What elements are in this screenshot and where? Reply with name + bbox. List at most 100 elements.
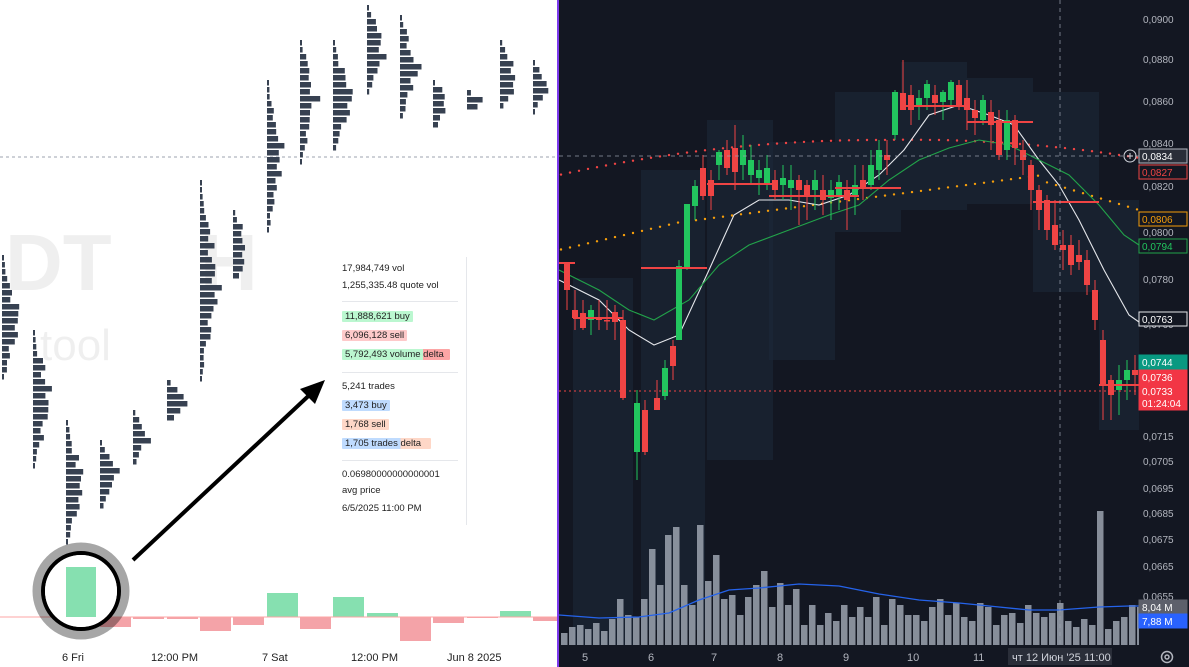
level-dot xyxy=(937,138,941,142)
level-dot xyxy=(1099,151,1103,154)
profile-bar xyxy=(2,325,15,331)
candle-body xyxy=(1020,150,1026,160)
profile-bar xyxy=(133,459,137,465)
profile-bar xyxy=(200,292,215,298)
candle-body xyxy=(924,84,930,98)
level-dot xyxy=(640,229,644,233)
level-dot xyxy=(874,195,878,198)
profile-bar xyxy=(300,96,321,102)
level-dot xyxy=(1054,146,1058,149)
profile-bar xyxy=(400,92,408,98)
profile-bar xyxy=(300,75,309,81)
profile-bar xyxy=(2,360,7,366)
profile-bar xyxy=(533,81,547,87)
time-axis-label: 9 xyxy=(843,652,849,664)
delta-bar xyxy=(100,617,131,627)
volume-bar xyxy=(809,605,816,645)
profile-bar xyxy=(133,445,142,451)
candle-body xyxy=(1004,120,1010,150)
level-dot xyxy=(1009,142,1013,145)
candle-body xyxy=(876,150,882,170)
tooltip-timestamp: 6/5/2025 11:00 PM xyxy=(342,503,422,514)
volume-bar xyxy=(609,619,616,645)
profile-bar xyxy=(433,108,446,114)
volume-bar xyxy=(713,555,720,645)
profile-bar xyxy=(333,124,342,130)
profile-bar xyxy=(333,75,346,81)
profile-bar xyxy=(66,490,83,496)
delta-bar xyxy=(400,617,431,641)
candle-body xyxy=(772,180,778,190)
price-badge xyxy=(1138,148,1188,164)
profile-bar xyxy=(267,115,273,121)
volume-bar xyxy=(865,617,872,645)
profile-bar xyxy=(333,89,353,95)
volume-bar xyxy=(969,621,976,645)
profile-bar xyxy=(367,68,378,74)
profile-bar xyxy=(66,483,80,489)
candle-body xyxy=(564,262,570,290)
profile-bar xyxy=(533,74,542,80)
profile-bar xyxy=(300,89,310,95)
level-dot xyxy=(712,216,716,219)
tooltip-sell: 6,096,128 sell xyxy=(342,330,408,341)
profile-bar xyxy=(333,40,335,46)
left-chart-panel[interactable]: DT H tool 17,984,749 vol 1,255,335.48 qu… xyxy=(0,0,557,667)
profile-bar xyxy=(267,220,271,226)
level-dot xyxy=(1045,145,1049,148)
profile-bar xyxy=(500,103,504,109)
profile-bar xyxy=(200,215,206,221)
level-dot xyxy=(694,150,698,153)
session-box xyxy=(835,92,901,232)
profile-bar xyxy=(533,67,540,73)
volume-bar xyxy=(889,599,896,645)
profile-bar xyxy=(200,236,209,242)
profile-bar xyxy=(367,19,376,25)
price-badge xyxy=(1138,164,1188,180)
level-dot xyxy=(1072,189,1076,192)
candle-body xyxy=(900,93,906,110)
profile-bar xyxy=(267,108,274,114)
profile-bar xyxy=(33,456,37,462)
level-dot xyxy=(856,139,860,142)
level-dot xyxy=(901,138,905,141)
ma-green-line xyxy=(559,139,1140,321)
profile-bar xyxy=(100,461,113,467)
profile-bar xyxy=(267,157,280,163)
price-badge-text: 0,0794 xyxy=(1142,242,1173,253)
profile-bar xyxy=(200,285,222,291)
level-dot xyxy=(919,189,923,193)
gear-icon[interactable] xyxy=(1160,650,1174,664)
profile-bar xyxy=(66,504,80,510)
level-dot xyxy=(658,225,662,228)
level-dot xyxy=(1072,147,1076,151)
level-dot xyxy=(712,148,716,151)
profile-bar xyxy=(300,145,305,151)
profile-bar xyxy=(133,452,139,458)
volume-bar xyxy=(897,605,904,645)
level-dot xyxy=(1090,150,1094,153)
profile-bar xyxy=(2,353,10,359)
volume-bar xyxy=(705,581,712,645)
profile-bar xyxy=(233,245,245,251)
level-dot xyxy=(559,248,563,251)
time-axis: 5 6 7 8 9 10 11 xyxy=(582,652,984,664)
level-dot xyxy=(883,194,887,197)
profile-bar xyxy=(500,82,514,88)
level-dot xyxy=(739,213,743,216)
profile-bar xyxy=(333,117,347,123)
right-chart-panel[interactable]: 0,0900 0,0880 0,0860 0,0840 0,0820 0,0800 0,07… xyxy=(559,0,1189,667)
candle-body xyxy=(700,168,706,196)
price-badge xyxy=(1138,311,1188,327)
level-dot xyxy=(613,235,617,239)
level-dot xyxy=(685,151,689,154)
candle-body xyxy=(908,95,914,110)
level-dot xyxy=(964,183,968,187)
volume-bar xyxy=(585,629,592,645)
volume-bar xyxy=(977,603,984,645)
tooltip-trades: 5,241 trades xyxy=(342,381,395,392)
profile-bar xyxy=(333,47,337,53)
volume-bar xyxy=(665,535,672,645)
level-dot xyxy=(775,142,779,145)
profile-bar xyxy=(333,61,339,67)
